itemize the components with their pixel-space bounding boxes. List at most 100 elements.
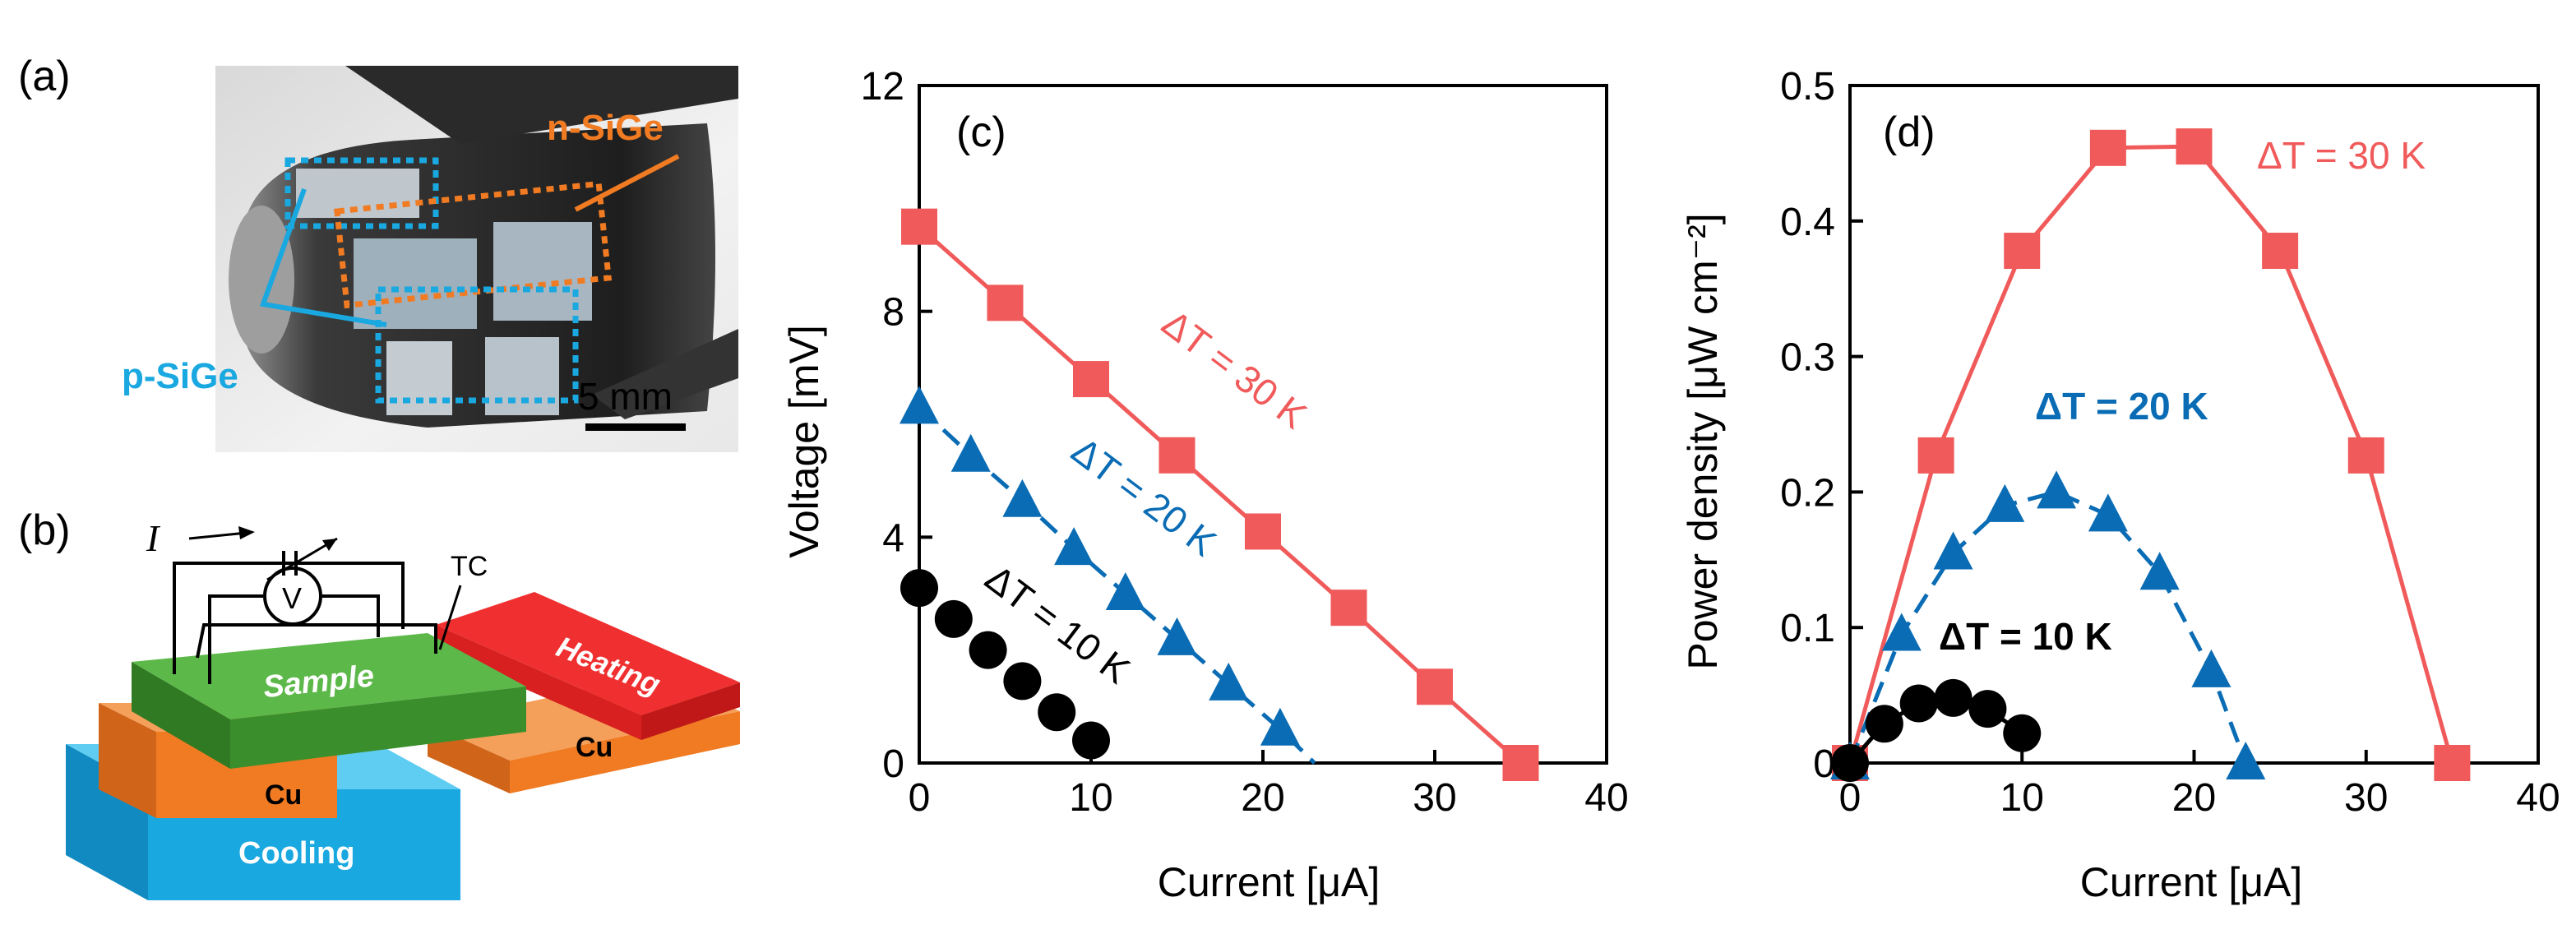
data-point-circle — [900, 569, 938, 608]
x-axis-title: Current [μA] — [2080, 859, 2303, 905]
annotation-dt30: ΔT = 30 K — [1154, 301, 1315, 437]
cu-right-label: Cu — [576, 732, 613, 763]
annotation-dt20: ΔT = 20 K — [2035, 385, 2208, 428]
data-point-triangle — [1054, 527, 1094, 566]
data-point-square — [2434, 745, 2471, 781]
cu-left-label: Cu — [265, 779, 302, 811]
x-tick-label: 0 — [909, 776, 931, 820]
data-point-triangle — [1881, 613, 1922, 651]
annotation-dt30: ΔT = 30 K — [2257, 134, 2426, 177]
current-arrowhead — [238, 526, 255, 539]
data-point-square — [1502, 745, 1539, 781]
n-sige-outline — [334, 180, 613, 309]
data-point-circle — [1038, 693, 1076, 732]
data-point-square — [1245, 513, 1281, 550]
n-sige-callout — [574, 154, 680, 212]
data-point-square — [1330, 590, 1367, 627]
data-point-circle — [1899, 684, 1938, 723]
p-sige-outline-bottom — [375, 286, 579, 404]
voltmeter-wire-right — [322, 594, 380, 637]
x-tick-label: 10 — [2000, 776, 2044, 820]
x-tick-label: 10 — [1069, 776, 1112, 820]
data-point-triangle — [1157, 617, 1197, 655]
panel-label-a: (a) — [18, 53, 71, 100]
sample-top — [132, 633, 526, 719]
y-tick-label: 0.5 — [1780, 65, 1835, 109]
data-point-triangle — [1260, 707, 1300, 746]
tweezer-top — [345, 66, 738, 144]
data-point-triangle — [1209, 662, 1249, 701]
cu-right-front — [510, 711, 740, 793]
data-point-square — [901, 208, 937, 245]
schematic-panel: Cooling Cu Cu Heating Sample V — [66, 517, 740, 900]
x-tick-label: 40 — [2516, 776, 2560, 820]
p-pad-top — [296, 169, 419, 218]
heating-side — [436, 625, 641, 740]
y-tick-label: 0.2 — [1780, 471, 1835, 515]
y-tick-label: 0 — [882, 742, 904, 786]
data-point-triangle — [1985, 483, 2025, 522]
scale-bar-label: 5 mm — [578, 375, 673, 418]
cu-left-side — [99, 703, 156, 818]
scale-bar — [585, 423, 686, 431]
data-point-triangle — [1933, 531, 1973, 570]
y-tick-label: 0.4 — [1780, 201, 1835, 244]
data-point-circle — [969, 631, 1007, 669]
heating-front — [641, 682, 740, 740]
n-pad-left — [354, 238, 477, 329]
thermocouple-leader — [438, 585, 462, 650]
p-pad-bottom-right — [485, 337, 559, 415]
data-point-triangle — [2088, 493, 2128, 532]
data-point-circle — [1003, 662, 1042, 701]
data-point-square — [1159, 437, 1196, 474]
cooling-label: Cooling — [238, 836, 354, 871]
data-point-circle — [1072, 721, 1110, 760]
x-tick-label: 40 — [1584, 776, 1628, 820]
sample-front — [230, 687, 526, 769]
heating-top — [436, 592, 740, 715]
p-sige-outline-top — [284, 157, 439, 229]
x-axis-title: Current [μA] — [1158, 859, 1380, 905]
data-point-triangle — [950, 433, 991, 472]
data-point-triangle — [2037, 470, 2077, 509]
annotation-dt20: ΔT = 20 K — [1064, 428, 1224, 564]
data-point-circle — [2003, 714, 2042, 752]
data-point-triangle — [1002, 479, 1043, 517]
thermocouple-label: TC — [451, 551, 488, 582]
x-tick-label: 20 — [2172, 776, 2216, 820]
y-axis-title: Power density [μW cm⁻²] — [1680, 213, 1726, 669]
data-point-square — [1417, 668, 1453, 705]
data-point-circle — [1831, 744, 1869, 782]
annotation-dt10: ΔT = 10 K — [1939, 615, 2112, 658]
variable-arrowhead — [322, 539, 337, 551]
x-tick-label: 20 — [1241, 776, 1284, 820]
thermocouple-wire — [196, 623, 437, 659]
data-point-square — [1073, 361, 1109, 398]
current-wire — [173, 562, 405, 674]
data-point-triangle — [1105, 572, 1145, 610]
p-sige-label: p-SiGe — [122, 356, 238, 396]
annotation-dt10: ΔT = 10 K — [978, 556, 1138, 691]
data-point-square — [987, 284, 1024, 321]
y-axis-title: Voltage [mV] — [781, 325, 827, 558]
tweezer-bottom — [592, 329, 738, 419]
data-point-circle — [1934, 678, 1972, 717]
panel-label-c: (c) — [956, 109, 1006, 156]
y-tick-label: 8 — [882, 291, 904, 335]
data-point-square — [2262, 233, 2299, 270]
variable-arrow — [266, 537, 338, 581]
plot-frame — [918, 84, 1608, 765]
x-tick-label: 30 — [1413, 776, 1456, 820]
data-point-triangle — [900, 386, 939, 424]
panel-label-d: (d) — [1883, 109, 1935, 156]
voltmeter-wire-left — [208, 594, 263, 684]
x-tick-label: 30 — [2344, 776, 2388, 820]
y-tick-label: 0.3 — [1780, 336, 1835, 380]
data-point-square — [2176, 128, 2213, 165]
data-point-triangle — [2139, 552, 2180, 590]
n-sige-label: n-SiGe — [547, 108, 664, 148]
voltmeter-label: V — [282, 581, 302, 615]
data-point-triangle — [2226, 742, 2266, 779]
voltage-chart: 0 10 20 30 40 0 4 8 12 (c) Current [μA] Voltage … — [781, 65, 1629, 905]
